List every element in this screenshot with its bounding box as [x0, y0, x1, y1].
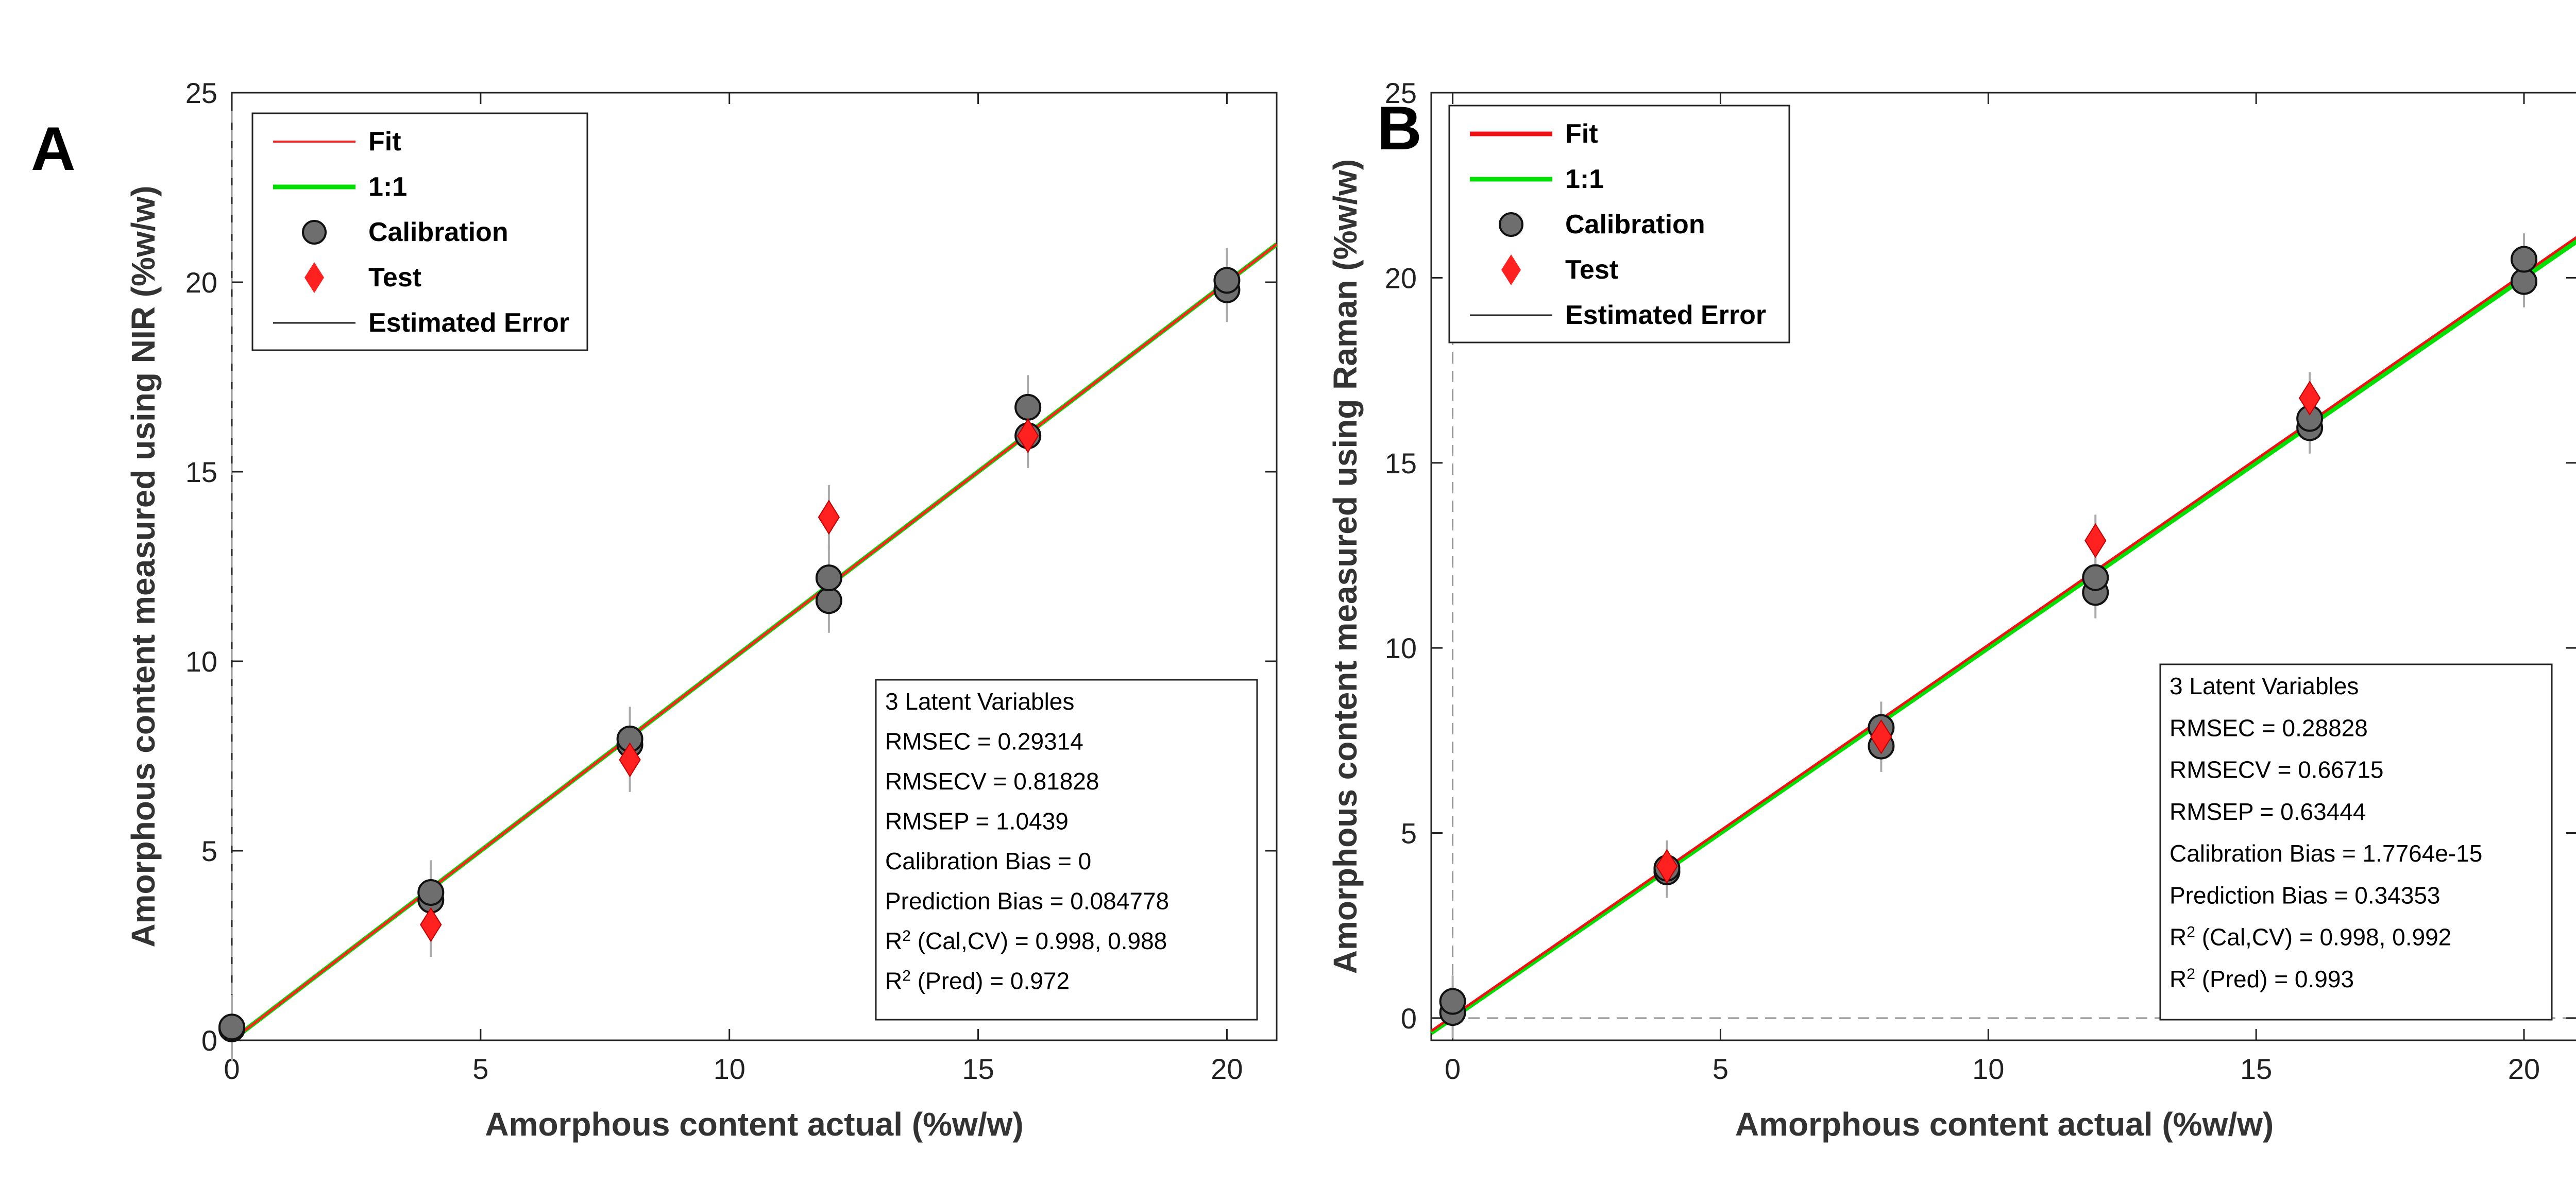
legend-test-label: Test	[1565, 255, 1618, 285]
stats-line-r2-cal: R2 (Cal,CV) = 0.998, 0.992	[2170, 923, 2451, 951]
y-tick-label: 25	[1385, 77, 1417, 109]
y-ticks: 0 5 10 15 20 25	[185, 77, 217, 1057]
stats-line: Calibration Bias = 0	[885, 848, 1091, 874]
y-tick-label: 15	[1385, 447, 1417, 479]
calibration-point	[218, 1014, 245, 1041]
x-tick-label: 15	[962, 1053, 994, 1085]
x-axis-label: Amorphous content actual (%w/w)	[1735, 1106, 2274, 1143]
legend-test-marker	[1501, 254, 1521, 285]
stats-r2-cal: (Cal,CV) = 0.998, 0.992	[2195, 924, 2451, 951]
fit-line	[1430, 236, 2576, 1033]
stats-line: Prediction Bias = 0.34353	[2170, 882, 2441, 908]
legend-error-label: Estimated Error	[1565, 300, 1766, 330]
stats-line: RMSEC = 0.28828	[2170, 714, 2368, 741]
stats-line: RMSEC = 0.29314	[885, 728, 1083, 755]
x-ticks: 0 5 10 15 20	[1445, 1053, 2540, 1085]
test-point	[2298, 381, 2321, 416]
legend-one-to-one-label: 1:1	[368, 172, 407, 202]
legend-test-marker	[304, 262, 324, 293]
panel-label: A	[31, 114, 76, 183]
x-tick-label: 10	[714, 1053, 745, 1085]
legend-calibration-label: Calibration	[368, 217, 509, 247]
legend: Fit 1:1 Calibration Test Estimated Error	[251, 112, 588, 351]
axes-frame	[1430, 92, 2576, 1041]
calibration-point	[815, 564, 842, 592]
test-point	[619, 742, 641, 778]
calibration-point	[1014, 393, 1042, 421]
y-axis-label: Amorphous content measured using NIR (%w…	[125, 185, 162, 947]
data-marks	[1430, 233, 2576, 1039]
stats-line-r2-pred: R2 (Pred) = 0.993	[2170, 965, 2354, 992]
stats-line: Calibration Bias = 1.7764e-15	[2170, 840, 2482, 867]
calibration-point	[2082, 564, 2109, 591]
legend-calibration-marker	[302, 220, 327, 245]
x-tick-label: 5	[1713, 1053, 1728, 1085]
x-tick-label: 20	[1211, 1053, 1243, 1085]
stats-box: 3 Latent Variables RMSEC = 0.28828 RMSEC…	[2159, 663, 2553, 1021]
stats-box-frame	[875, 679, 1258, 1021]
test-point	[818, 500, 840, 535]
calibration-point	[1213, 267, 1241, 294]
calibration-point	[815, 587, 842, 614]
test-point	[420, 907, 442, 942]
stats-line: Prediction Bias = 0.084778	[885, 888, 1169, 915]
x-axis-label: Amorphous content actual (%w/w)	[485, 1106, 1023, 1143]
stats-line: 3 Latent Variables	[2170, 673, 2359, 699]
y-tick-label: 0	[201, 1024, 217, 1057]
calibration-point	[2511, 246, 2538, 273]
calibration-point	[2511, 268, 2538, 295]
stats-r2-cal: (Cal,CV) = 0.998, 0.988	[911, 928, 1167, 954]
panel-label: B	[1377, 94, 1422, 163]
legend-test-label: Test	[368, 263, 421, 293]
x-tick-label: 15	[2240, 1053, 2272, 1085]
x-tick-label: 0	[1445, 1053, 1461, 1085]
stats-line: RMSECV = 0.81828	[885, 768, 1099, 795]
y-tick-label: 15	[185, 456, 217, 488]
x-ticks: 0 5 10 15 20	[224, 1053, 1243, 1085]
stats-line: RMSECV = 0.66715	[2170, 757, 2384, 783]
chart-panel-b: B Amorphous content measured using Raman…	[1300, 0, 2576, 1185]
test-point	[1016, 418, 1039, 453]
y-tick-label: 5	[201, 835, 217, 867]
legend-fit-label: Fit	[1565, 119, 1598, 149]
x-tick-label: 10	[1972, 1053, 2004, 1085]
stats-line-r2-cal: R2 (Cal,CV) = 0.998, 0.988	[885, 928, 1167, 955]
chart-a-svg: A Amorphous content measured using NIR (…	[31, 77, 1278, 1143]
stats-line-r2-pred: R2 (Pred) = 0.972	[885, 967, 1070, 994]
calibration-point	[1439, 988, 1466, 1015]
legend-one-to-one-label: 1:1	[1565, 164, 1604, 194]
y-tick-label: 0	[1401, 1002, 1417, 1035]
y-tick-label: 20	[1385, 262, 1417, 294]
stats-line: RMSEP = 1.0439	[885, 808, 1069, 835]
test-point	[1870, 719, 1892, 754]
legend-calibration-marker	[1499, 212, 1523, 237]
stats-box: 3 Latent Variables RMSEC = 0.29314 RMSEC…	[875, 679, 1258, 1021]
stats-r2-pred: (Pred) = 0.972	[911, 968, 1070, 994]
chart-panel-a: A Amorphous content measured using NIR (…	[31, 77, 1278, 1143]
legend: Fit 1:1 Calibration Test Estimated Error	[1448, 105, 1790, 344]
y-tick-label: 20	[185, 266, 217, 299]
y-tick-label: 10	[185, 645, 217, 678]
legend-error-label: Estimated Error	[368, 308, 569, 338]
stats-box-frame	[2159, 663, 2553, 1021]
y-axis-label: Amorphous content measured using Raman (…	[1327, 159, 1364, 974]
legend-calibration-label: Calibration	[1565, 210, 1705, 239]
chart-b-svg: B Amorphous content measured using Raman…	[1327, 77, 2576, 1143]
stats-line: 3 Latent Variables	[885, 688, 1074, 715]
x-tick-label: 5	[472, 1053, 488, 1085]
test-point	[2084, 523, 2107, 558]
stats-r2-pred: (Pred) = 0.993	[2195, 966, 2354, 992]
calibration-point	[417, 879, 445, 906]
fit-line	[231, 243, 1278, 1041]
y-tick-label: 10	[1385, 632, 1417, 664]
test-point	[1656, 849, 1678, 884]
one-to-one-line	[1430, 239, 2576, 1035]
data-marks	[218, 242, 1278, 1061]
y-tick-label: 5	[1401, 817, 1417, 850]
y-ticks: 0 5 10 15 20 25	[1385, 77, 1417, 1035]
legend-fit-label: Fit	[368, 127, 401, 157]
x-tick-label: 20	[2508, 1053, 2540, 1085]
stats-line: RMSEP = 0.63444	[2170, 798, 2366, 825]
y-tick-label: 25	[185, 77, 217, 109]
